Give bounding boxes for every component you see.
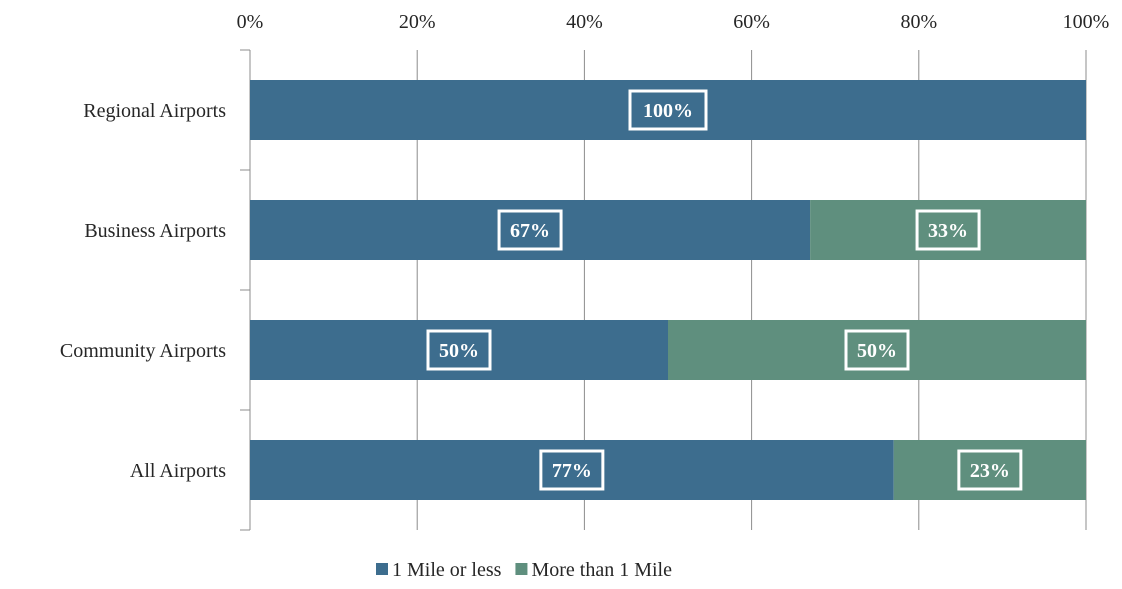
category-label: All Airports — [130, 460, 226, 482]
legend-swatch — [376, 563, 388, 575]
data-label: 33% — [928, 220, 968, 242]
bars — [250, 80, 1086, 500]
x-tick-label: 80% — [900, 11, 937, 33]
x-tick-label: 100% — [1063, 11, 1110, 33]
category-label: Business Airports — [84, 220, 226, 242]
data-label: 77% — [552, 460, 592, 482]
data-label-box — [497, 209, 563, 251]
data-label: 23% — [970, 460, 1010, 482]
legend: 1 Mile or less More than 1 Mile — [376, 559, 672, 581]
data-label-box — [539, 449, 605, 491]
legend-label: More than 1 Mile — [531, 559, 672, 581]
legend-label: 1 Mile or less — [392, 559, 502, 581]
data-labels: 100% 67% 33% 50% 50% 77% 23% — [426, 89, 1023, 491]
legend-swatch — [515, 563, 528, 575]
category-label: Community Airports — [60, 340, 226, 362]
data-label-box — [844, 329, 910, 371]
x-tick-label: 20% — [399, 11, 436, 33]
data-label-box — [915, 209, 981, 251]
y-axis: Regional Airports Business Airports Commun… — [60, 49, 251, 531]
category-label: Regional Airports — [83, 100, 226, 122]
x-tick-label: 0% — [237, 11, 264, 33]
data-label: 100% — [643, 100, 693, 122]
data-label-box — [426, 329, 492, 371]
data-label: 67% — [510, 220, 550, 242]
x-tick-labels: 0% 20% 40% 60% 80% 100% — [237, 11, 1110, 33]
x-tick-label: 40% — [566, 11, 603, 33]
data-label: 50% — [857, 340, 897, 362]
data-label: 50% — [439, 340, 479, 362]
data-label-box — [957, 449, 1023, 491]
x-tick-label: 60% — [733, 11, 770, 33]
data-label-box — [628, 89, 708, 131]
